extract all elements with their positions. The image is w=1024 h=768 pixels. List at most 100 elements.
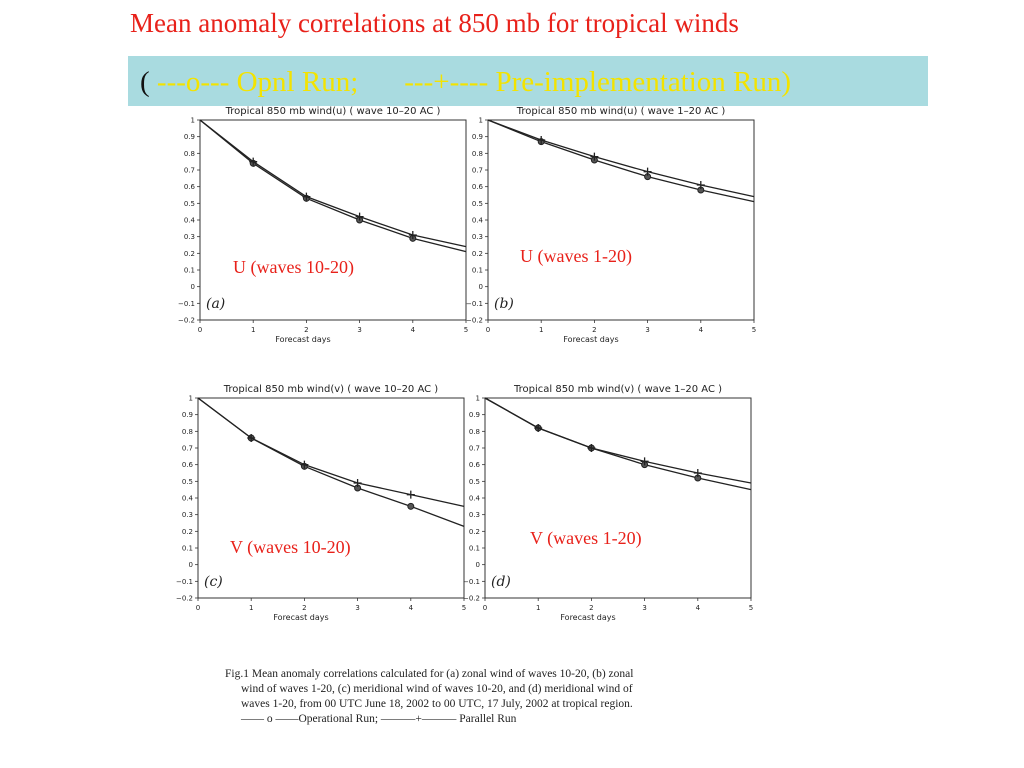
y-tick-label: 0.4	[472, 217, 484, 225]
y-tick-label: 0.8	[469, 428, 480, 436]
legend-banner: ( ---o--- Opnl Run; ---+---- Pre-implemen…	[128, 56, 928, 106]
parallel-run-point	[247, 434, 256, 442]
y-tick-label: 0.8	[184, 150, 195, 158]
y-tick-label: 0.6	[182, 461, 194, 469]
parallel-run-point	[640, 457, 649, 466]
parallel-run-line	[199, 119, 467, 248]
y-tick-label: 0.3	[469, 511, 480, 519]
parallel-run-point	[406, 490, 415, 499]
x-tick-label: 1	[249, 604, 253, 612]
x-tick-label: 3	[357, 326, 361, 334]
x-tick-label: 2	[304, 326, 308, 334]
panel-d-label: V (waves 1-20)	[530, 528, 642, 548]
parallel-run-point	[302, 192, 311, 201]
y-tick-label: 0.1	[184, 267, 195, 275]
legend-open-paren: (	[140, 66, 150, 98]
chart-panel-b: Tropical 850 mb wind(u) ( wave 1–20 AC )…	[466, 100, 766, 350]
caption-line-4: —— o ——Operational Run; ———+——— Parallel…	[241, 713, 517, 725]
y-tick-label: 0.5	[469, 478, 480, 486]
y-tick-label: 0.2	[182, 528, 193, 536]
y-tick-label: 0.8	[472, 150, 483, 158]
parallel-run-point	[643, 167, 652, 176]
parallel-run-point	[696, 181, 705, 189]
parallel-run-point	[408, 231, 417, 239]
plot-frame	[487, 119, 755, 321]
y-tick-label: 1	[479, 117, 483, 125]
y-tick-label: 0.6	[472, 183, 484, 191]
y-tick-label: 0.2	[184, 250, 195, 258]
x-tick-label: 4	[699, 326, 704, 334]
y-tick-label: 0.2	[469, 528, 480, 536]
y-tick-label: 0.1	[182, 545, 193, 553]
parallel-run-point	[693, 469, 702, 477]
y-tick-label: 0.5	[184, 200, 195, 208]
x-axis-label: Forecast days	[560, 613, 615, 622]
caption-line-1: Fig.1 Mean anomaly correlations calculat…	[225, 668, 634, 680]
y-tick-label: −0.2	[178, 317, 195, 325]
parallel-run-line	[484, 397, 752, 484]
x-axis-label: Forecast days	[275, 335, 330, 344]
chart-title: Tropical 850 mb wind(v) ( wave 1–20 AC )	[513, 384, 722, 395]
y-tick-label: −0.1	[463, 578, 480, 586]
x-tick-label: 1	[536, 604, 540, 612]
x-axis-label: Forecast days	[273, 613, 328, 622]
chart-svg: Tropical 850 mb wind(u) ( wave 10–20 AC …	[178, 106, 468, 344]
x-tick-label: 3	[645, 326, 649, 334]
parallel-run-point	[534, 424, 543, 432]
x-tick-label: 5	[462, 604, 466, 612]
parallel-run-line	[487, 119, 755, 198]
y-tick-label: 0.9	[469, 411, 480, 419]
parallel-run-point	[249, 157, 258, 166]
y-tick-label: 0	[191, 283, 195, 291]
y-tick-label: 0.7	[182, 445, 193, 453]
caption-line-3: waves 1-20, from 00 UTC June 18, 2002 to…	[241, 698, 633, 710]
y-tick-label: −0.1	[176, 578, 193, 586]
chart-svg: Tropical 850 mb wind(v) ( wave 1–20 AC )…	[463, 384, 753, 622]
x-tick-label: 2	[592, 326, 596, 334]
y-tick-label: 0.1	[469, 545, 480, 553]
x-tick-label: 0	[486, 326, 490, 334]
legend-pre-implementation-run: ---+---- Pre-implementation Run)	[404, 66, 792, 98]
y-tick-label: 1	[476, 395, 480, 403]
y-tick-label: 0	[479, 283, 483, 291]
y-tick-label: 0.7	[472, 167, 483, 175]
parallel-run-point	[353, 479, 362, 487]
y-tick-label: 0.4	[184, 217, 196, 225]
y-tick-label: 0	[476, 561, 480, 569]
plot-frame	[484, 397, 752, 599]
y-tick-label: 0.4	[469, 495, 481, 503]
chart-title: Tropical 850 mb wind(u) ( wave 1–20 AC )	[516, 106, 726, 117]
y-tick-label: −0.1	[466, 300, 483, 308]
figure-caption: Fig.1 Mean anomaly correlations calculat…	[225, 667, 725, 727]
x-tick-label: 1	[251, 326, 255, 334]
operational-run-line	[197, 397, 465, 527]
x-tick-label: 5	[749, 604, 753, 612]
operational-run-line	[199, 119, 467, 253]
y-tick-label: 0.3	[184, 233, 195, 241]
y-tick-label: 0.7	[469, 445, 480, 453]
x-tick-label: 1	[539, 326, 543, 334]
x-tick-label: 4	[411, 326, 416, 334]
chart-title: Tropical 850 mb wind(u) ( wave 10–20 AC …	[225, 106, 441, 117]
parallel-run-point	[355, 212, 364, 221]
operational-run-line	[487, 119, 755, 203]
x-tick-label: 2	[589, 604, 593, 612]
y-tick-label: 0.2	[472, 250, 483, 258]
x-axis-label: Forecast days	[563, 335, 618, 344]
x-tick-label: 5	[752, 326, 756, 334]
y-tick-label: 0.5	[182, 478, 193, 486]
x-tick-label: 5	[464, 326, 468, 334]
y-tick-label: 0.4	[182, 495, 194, 503]
y-tick-label: 1	[191, 117, 195, 125]
y-tick-label: 0.9	[182, 411, 193, 419]
panel-letter: (b)	[494, 296, 514, 312]
legend-opnl-run: ---o--- Opnl Run;	[156, 66, 359, 98]
x-tick-label: 0	[483, 604, 487, 612]
panel-b-label: U (waves 1-20)	[520, 246, 632, 266]
y-tick-label: 0.7	[184, 167, 195, 175]
chart-title: Tropical 850 mb wind(v) ( wave 10–20 AC …	[223, 384, 439, 395]
panel-letter: (c)	[204, 574, 223, 590]
y-tick-label: 0.1	[472, 267, 483, 275]
x-tick-label: 4	[409, 604, 414, 612]
x-tick-label: 0	[196, 604, 200, 612]
